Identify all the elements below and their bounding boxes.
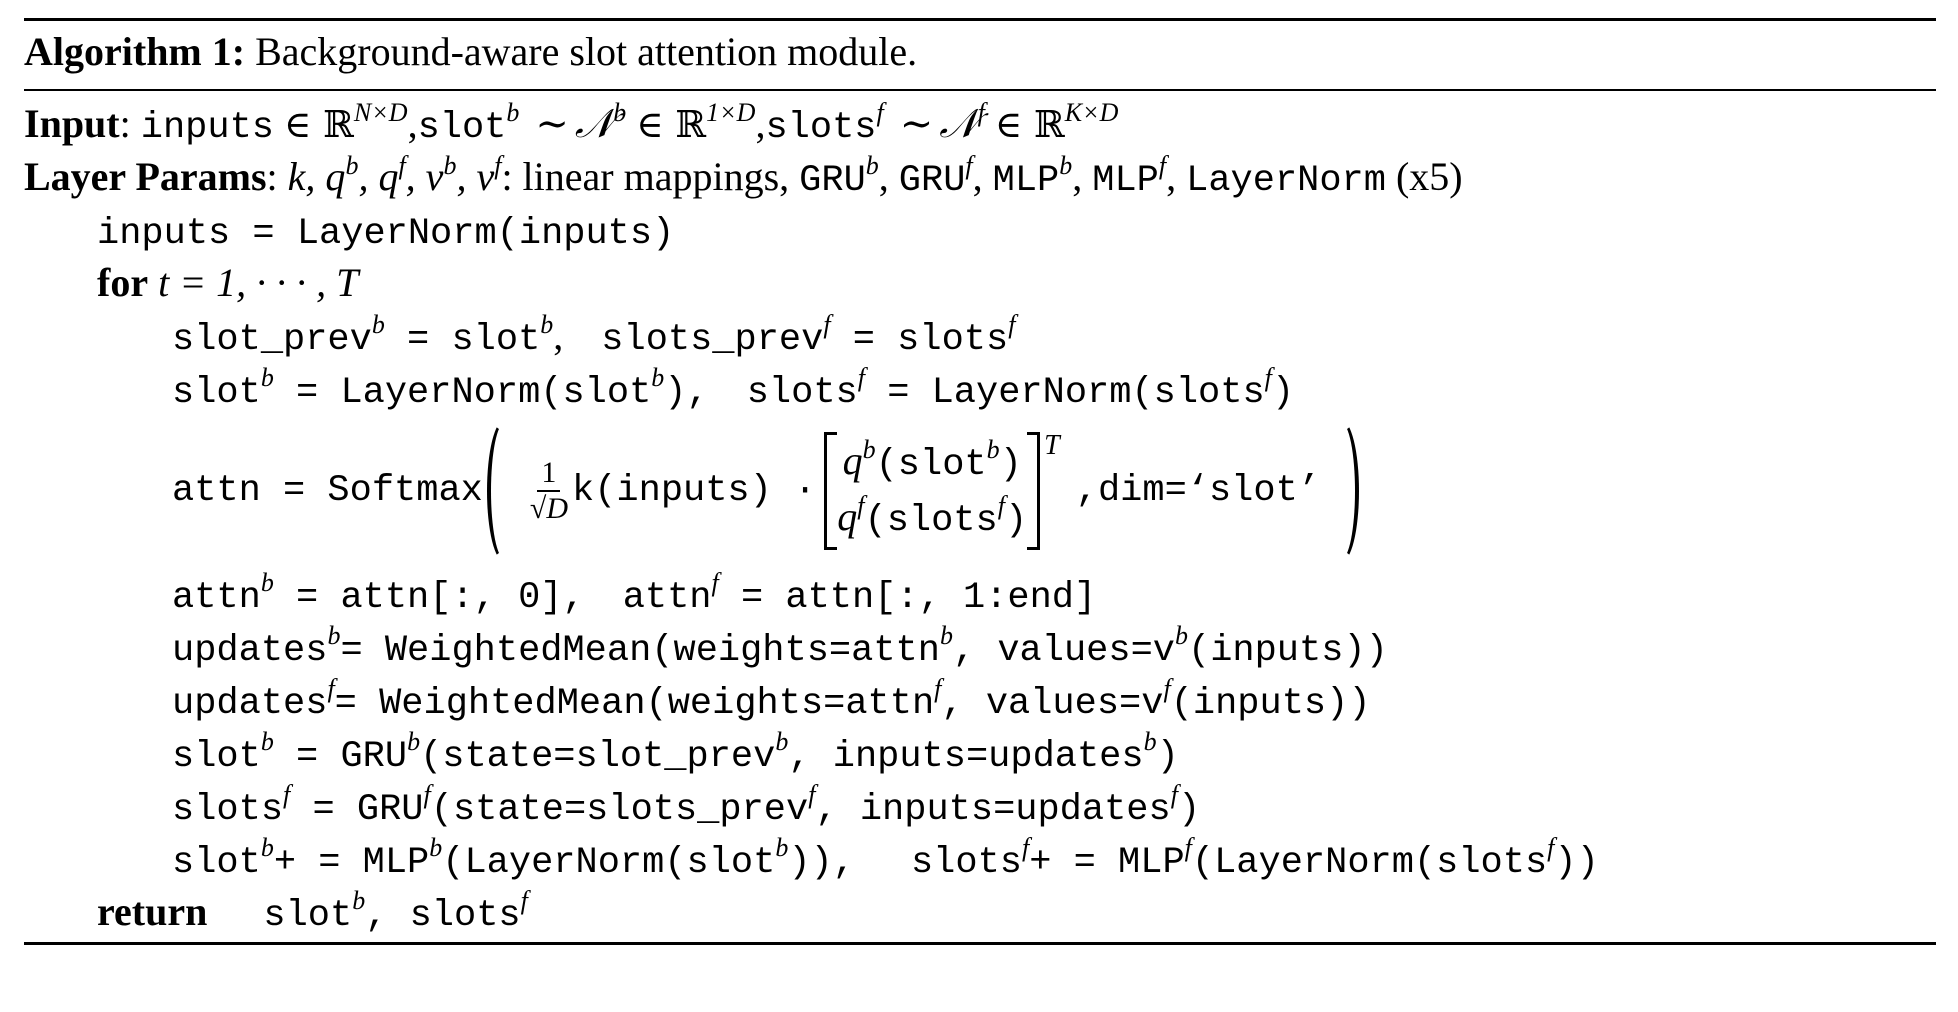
mlp-line: slotb+ = MLPb(LayerNorm(slotb)), slotsf+… — [172, 832, 1599, 884]
for-line: for t = 1, · · · , T — [97, 260, 359, 305]
caption-text: Background-aware slot attention module. — [255, 29, 918, 74]
left-paren — [486, 420, 522, 562]
attn-split-line: attnb = attn[:, 0], attnf = attn[:, 1:en… — [172, 567, 1097, 619]
attn-softmax-line: attn = Softmax 1 √D k(inputs) · qb(slotb… — [24, 415, 1936, 567]
algorithm-body: Input: inputs ∈ ℝN×D,slotb ∼ 𝒩b ∈ ℝ1×D,sl… — [24, 91, 1936, 938]
slot-prev-line: slot_prevb = slotb, slots_prevf = slotsf — [172, 309, 1016, 361]
slot-layernorm-line: slotb = LayerNorm(slotb), slotsf = Layer… — [172, 362, 1295, 414]
layernorm-inputs-line: inputs = LayerNorm(inputs) — [97, 213, 675, 255]
params-line: Layer Params: k, qb, qf, vb, vf: linear … — [24, 150, 1463, 202]
return-line: return slotb, slotsf — [97, 885, 528, 937]
right-paren — [1324, 420, 1359, 562]
fraction: 1 √D — [529, 456, 568, 525]
algorithm-caption: Algorithm 1: Background-aware slot atten… — [24, 21, 1936, 83]
query-bg-cell: qb(slotb) — [842, 434, 1022, 486]
updates-fg-line: updatesf= WeightedMean(weights=attnf, va… — [172, 673, 1371, 725]
caption-label: Algorithm 1: — [24, 29, 246, 74]
updates-bg-line: updatesb= WeightedMean(weights=attnb, va… — [172, 620, 1388, 672]
return-keyword: return — [97, 889, 208, 934]
gru-bg-line: slotb = GRUb(state=slot_prevb, inputs=up… — [172, 726, 1179, 778]
algorithm-block: Algorithm 1: Background-aware slot atten… — [24, 18, 1936, 945]
for-keyword: for — [97, 260, 149, 305]
top-rule — [24, 18, 1936, 21]
bottom-rule — [24, 942, 1936, 945]
params-label: Layer Params — [24, 154, 267, 199]
softmax-formula: attn = Softmax 1 √D k(inputs) · qb(slotb… — [172, 415, 1363, 567]
query-fg-cell: qf(slotsf) — [837, 490, 1028, 542]
caption-rule — [24, 89, 1936, 91]
gru-fg-line: slotsf = GRUf(state=slots_prevf, inputs=… — [172, 779, 1201, 831]
inputs-var: inputs — [140, 107, 274, 149]
query-matrix: qb(slotb) qf(slotsf) — [824, 432, 1041, 550]
input-label: Input — [24, 101, 120, 146]
input-line: Input: inputs ∈ ℝN×D,slotb ∼ 𝒩b ∈ ℝ1×D,sl… — [24, 97, 1119, 149]
